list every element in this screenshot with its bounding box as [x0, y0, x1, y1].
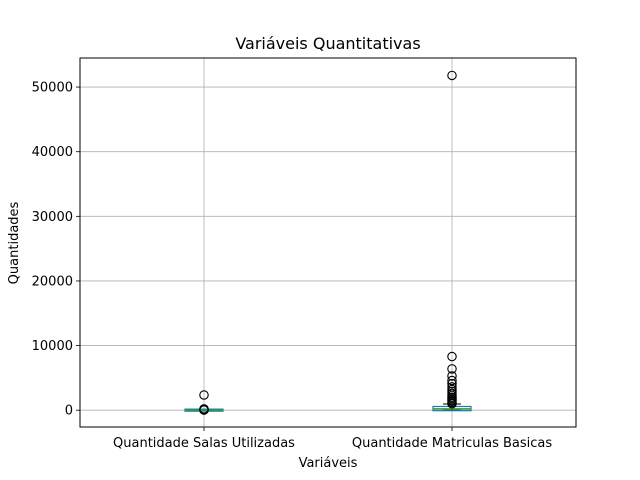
box-group [184, 390, 224, 415]
grid-lines [80, 58, 576, 427]
y-axis: 0 10000 20000 30000 40000 50000 [32, 81, 80, 419]
box-series [184, 70, 472, 415]
y-tick-label: 50000 [32, 81, 73, 96]
chart-title: Variáveis Quantitativas [235, 34, 420, 53]
outlier-point [447, 378, 457, 389]
outlier-point [447, 70, 457, 81]
plot-frame [79, 57, 577, 428]
outlier-point [447, 375, 457, 386]
outlier-point [447, 351, 457, 362]
x-tick-label: Quantidade Salas Utilizadas [113, 436, 295, 451]
outlier-point [447, 364, 457, 374]
outlier-point [447, 371, 457, 381]
outlier-point [447, 382, 457, 392]
x-axis-title: Variáveis [299, 456, 358, 471]
y-tick-label: 10000 [32, 339, 73, 354]
x-tick-label: Quantidade Matriculas Basicas [352, 436, 552, 451]
y-tick-label: 40000 [32, 145, 73, 160]
box-group [432, 70, 472, 412]
outlier-point [199, 390, 209, 400]
x-axis: Quantidade Salas Utilizadas Quantidade Ma… [113, 427, 552, 451]
y-tick-label: 30000 [32, 210, 73, 225]
outlier-point [447, 384, 457, 395]
y-tick-label: 20000 [32, 274, 73, 289]
y-axis-title: Quantidades [7, 201, 22, 284]
y-tick-label: 0 [65, 404, 73, 419]
outlier-point [199, 404, 209, 414]
